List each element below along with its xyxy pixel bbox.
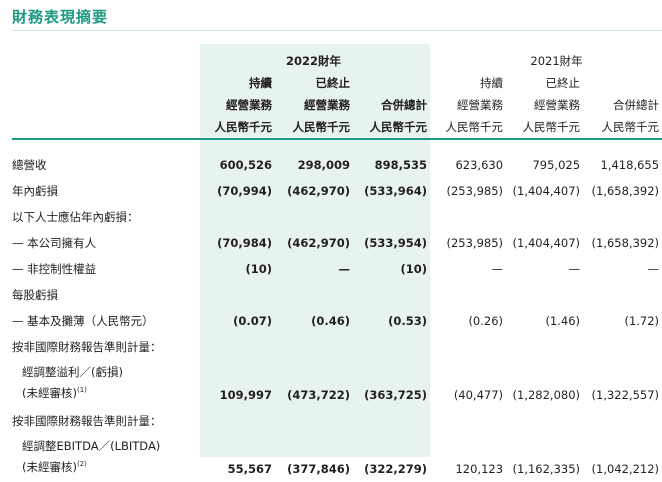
table-row: — 基本及攤薄（人民幣元） (0.07) (0.46) (0.53) (0.26… [12,308,662,334]
section-label: 按非國際財務報告準則計量： [12,340,162,354]
header-row-3: 人民幣千元 人民幣千元 人民幣千元 人民幣千元 人民幣千元 人民幣千元 [12,116,662,138]
header-cell: 經營業務 [534,98,581,112]
table-row: — 本公司擁有人 (70,984) (462,970) (533,954) (2… [12,230,662,256]
cell-value: — [647,262,660,276]
cell-value: (40,477) [453,388,504,402]
header-row-year: 2022財年 2021財年 [12,50,662,72]
cell-value: (1.46) [545,314,581,328]
header-cell: 人民幣千元 [601,120,660,134]
cell-value: (377,846) [287,462,350,476]
cell-value: 623,630 [455,158,504,172]
cell-value: (533,954) [364,236,428,250]
cell-value: (10) [245,262,272,276]
cell-value: (253,985) [446,184,504,198]
cell-value: 600,526 [219,158,272,172]
cell-value: 109,997 [219,388,272,402]
header-cell: 持續 [480,76,504,90]
header-cell [353,72,430,94]
title-divider [12,30,662,31]
row-label: — 非控制性權益 [12,262,97,276]
cell-value: 55,567 [227,462,272,476]
cell-value: (1,658,392) [591,236,660,250]
row-label: — 基本及攤薄（人民幣元） [12,314,154,328]
cell-value: (70,984) [217,236,272,250]
header-cell [583,72,662,94]
section-label: 以下人士應佔年內虧損： [12,210,139,224]
header-cell: 人民幣千元 [369,120,428,134]
cell-value: (462,970) [287,184,350,198]
footnote-ref: (1) [76,386,87,395]
section-label: 按非國際財務報告準則計量： [12,414,162,428]
cell-value: (1,658,392) [591,184,660,198]
header-cell: 已終止 [315,76,351,90]
cell-value: 1,418,655 [600,158,660,172]
row-label: 經調整EBITDA／(LBITDA) (未經審核)(2) [12,434,200,482]
row-label-line1: 經調整EBITDA／(LBITDA) [22,439,161,454]
header-cell: 人民幣千元 [445,120,504,134]
cell-value: (322,279) [364,462,428,476]
cell-value: (1,162,335) [512,462,581,476]
header-cell: 已終止 [545,76,581,90]
cell-value: (1,404,407) [512,184,581,198]
row-label: 總營收 [12,158,47,172]
cell-value: (363,725) [364,388,428,402]
cell-value: 795,025 [532,158,581,172]
cell-value: 120,123 [455,462,504,476]
cell-value: 298,009 [297,158,350,172]
section-label: 每股虧損 [12,288,58,302]
header-cell: 合併總計 [613,98,660,112]
table-row: — 非控制性權益 (10) — (10) — — — [12,256,662,282]
table-row: 每股虧損 [12,282,662,308]
cell-value: (1,282,080) [512,388,581,402]
table-row: 以下人士應佔年內虧損： [12,204,662,230]
table-row: 按非國際財務報告準則計量： [12,408,662,434]
table-row: 經調整溢利／(虧損) (未經審核)(1) 109,997 (473,722) (… [12,360,662,408]
cell-value: (1,042,212) [591,462,660,476]
header-cell: 經營業務 [226,98,272,112]
cell-value: (462,970) [287,236,350,250]
cell-value: (1,322,557) [591,388,660,402]
header-row-1: 持續 已終止 持續 已終止 [12,72,662,94]
table-row: 年內虧損 (70,994) (462,970) (533,964) (253,9… [12,178,662,204]
header-cell: 人民幣千元 [522,120,581,134]
footnote-ref: (2) [76,460,87,469]
header-cell: 持續 [249,76,272,90]
cell-value: (0.46) [311,314,350,328]
cell-value: (1,404,407) [512,236,581,250]
financial-summary-table: 2022財年 2021財年 持續 已終止 持續 已終止 經營業務 經營業務 合併… [12,50,662,482]
fy2022-highlight-band [200,44,430,457]
cell-value: (10) [400,262,428,276]
row-label: 經調整溢利／(虧損) (未經審核)(1) [12,360,200,408]
row-label-line2: (未經審核) [22,386,77,400]
header-fy2022: 2022財年 [286,54,342,68]
row-label-line2: (未經審核) [22,460,77,474]
cell-value: (0.07) [233,314,272,328]
cell-value: — [568,262,581,276]
cell-value: (253,985) [446,236,504,250]
cell-value: (0.53) [388,314,428,328]
header-cell: 人民幣千元 [292,120,351,134]
table-row: 按非國際財務報告準則計量： [12,334,662,360]
table-row: 經調整EBITDA／(LBITDA) (未經審核)(2) 55,567 (377… [12,434,662,482]
cell-value: (0.26) [468,314,504,328]
row-label: 年內虧損 [12,184,58,198]
cell-value: (533,964) [364,184,428,198]
cell-value: (1.72) [624,314,660,328]
cell-value: — [338,262,351,276]
header-row-2: 經營業務 經營業務 合併總計 經營業務 經營業務 合併總計 [12,94,662,116]
row-label-line1: 經調整溢利／(虧損) [22,365,123,380]
header-cell: 經營業務 [457,98,504,112]
header-cell: 人民幣千元 [214,120,273,134]
header-cell: 合併總計 [381,98,428,112]
cell-value: (70,994) [217,184,272,198]
cell-value: 898,535 [374,158,428,172]
header-fy2021: 2021財年 [530,54,583,68]
header-cell: 經營業務 [304,98,350,112]
row-label: — 本公司擁有人 [12,236,97,250]
cell-value: (473,722) [287,388,350,402]
page-title: 財務表現摘要 [12,8,109,26]
cell-value: — [491,262,504,276]
table-row: 總營收 600,526 298,009 898,535 623,630 795,… [12,152,662,178]
